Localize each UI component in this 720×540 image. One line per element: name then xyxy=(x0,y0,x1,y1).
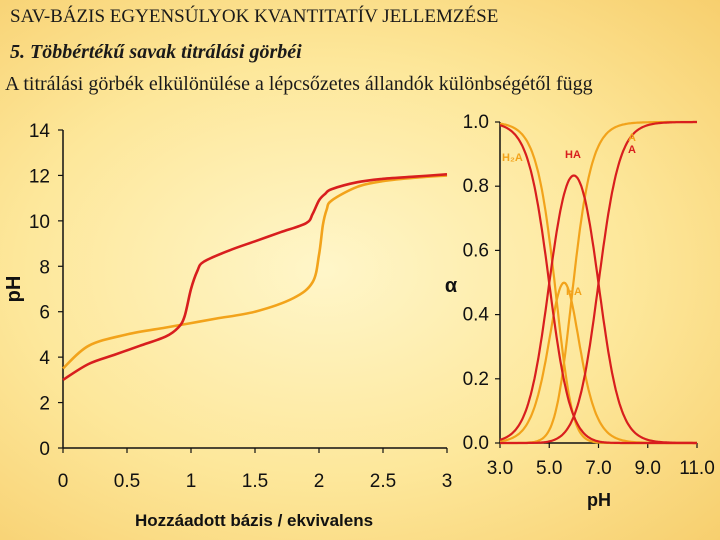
right-x-tick-label: 3.0 xyxy=(487,458,513,479)
left-y-tick-label: 4 xyxy=(39,348,50,369)
right-y-tick-label: 0.0 xyxy=(463,433,489,454)
left-y-tick-label: 8 xyxy=(39,257,50,278)
left-x-tick-label: 1 xyxy=(186,471,197,492)
right-x-axis-label: pH xyxy=(587,490,611,510)
alpha-distribution-chart: 3.0 5.0 7.0 9.0 11.00.00.20.40.60.81.0 α pH … xyxy=(445,112,715,510)
titration-curve-red xyxy=(62,173,448,382)
annotation-a-orange: A xyxy=(628,132,636,144)
left-x-tick-label: 2 xyxy=(314,471,325,492)
titration-curve-orange xyxy=(62,174,448,370)
right-x-tick-label: 9.0 xyxy=(635,458,661,479)
right-y-axis-label: α xyxy=(445,275,458,297)
left-x-tick-label: 1.5 xyxy=(242,471,268,492)
left-x-tick-label: 2.5 xyxy=(370,471,396,492)
annotation-ha-top: HA xyxy=(565,149,581,161)
left-y-tick-label: 6 xyxy=(39,303,50,324)
right-x-tick-label: 5.0 xyxy=(536,458,562,479)
alpha-curve-red-ha xyxy=(499,174,697,445)
right-y-tick-label: 0.8 xyxy=(463,176,489,197)
right-x-tick-label: 7.0 xyxy=(585,458,611,479)
left-x-tick-label: 3 xyxy=(442,471,453,492)
left-y-tick-label: 2 xyxy=(39,394,50,415)
left-y-tick-label: 12 xyxy=(29,166,50,187)
right-y-tick-label: 1.0 xyxy=(463,112,489,133)
annotation-a-red: A xyxy=(628,144,636,156)
alpha-curve-red-a xyxy=(500,120,697,445)
annotation-h2a: H₂A xyxy=(502,152,523,164)
right-y-tick-label: 0.6 xyxy=(463,240,489,261)
left-x-tick-label: 0 xyxy=(58,471,69,492)
left-y-axis-label: pH xyxy=(3,276,25,303)
right-y-tick-label: 0.2 xyxy=(463,369,489,390)
slide-title: SAV-BÁZIS EGYENSÚLYOK KVANTITATÍV JELLEM… xyxy=(10,6,499,27)
annotation-ha-mid: HA xyxy=(566,286,582,298)
left-y-tick-label: 14 xyxy=(29,121,51,142)
slide-subtitle: 5. Többértékű savak titrálási görbéi xyxy=(10,41,302,63)
left-y-tick-label: 0 xyxy=(39,439,50,460)
right-x-tick-label: 11.0 xyxy=(679,458,715,479)
left-x-axis-label: Hozzáadott bázis / ekvivalens xyxy=(135,511,373,530)
titration-curve-chart: 0 0.5 1 1.5 2 2.5 3 0 2 4 6 8 10 12 14 pH Hozzáadott b… xyxy=(3,121,452,530)
left-x-tick-label: 0.5 xyxy=(114,471,140,492)
alpha-curve-orange-ha xyxy=(499,281,697,445)
right-y-tick-label: 0.4 xyxy=(463,305,490,326)
left-y-tick-label: 10 xyxy=(29,212,50,233)
slide-description: A titrálási görbék elkülönülése a lépcső… xyxy=(5,73,593,95)
